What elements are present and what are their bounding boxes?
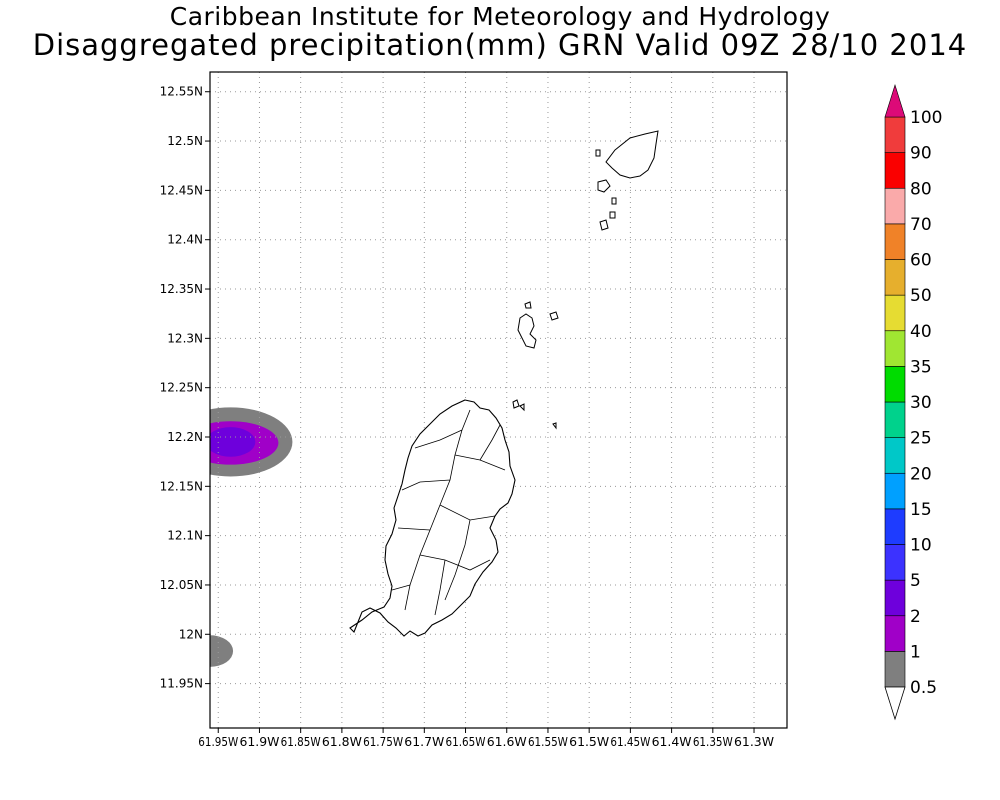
lon-tick-label: 61.3W <box>734 735 774 749</box>
lat-tick-label: 12.1N <box>167 529 203 543</box>
grenada-parish-boundaries <box>391 409 506 616</box>
islet <box>552 422 557 430</box>
colorbar-label: 5 <box>910 571 921 591</box>
colorbar-label: 15 <box>910 500 932 520</box>
lat-tick-label: 12.55N <box>160 85 203 99</box>
colorbar-label: 80 <box>910 179 932 199</box>
carriacou-islands <box>512 301 559 430</box>
chart-title: Caribbean Institute for Meteorology and … <box>169 2 831 31</box>
colorbar-swatch <box>884 116 906 153</box>
colorbar-swatch <box>884 651 906 688</box>
graticule <box>210 72 787 728</box>
colorbar-swatch <box>884 615 906 652</box>
islet <box>549 311 559 321</box>
land-layer <box>349 399 516 637</box>
lat-tick-label: 12.45N <box>160 183 203 197</box>
colorbar-label: 20 <box>910 464 932 484</box>
lon-tick-label: 61.6W <box>487 735 527 749</box>
colorbar-swatch <box>884 366 906 403</box>
colorbar-top-arrow <box>884 83 906 118</box>
colorbar-swatch <box>884 579 906 617</box>
lon-tick-label: 61.95W <box>198 735 238 749</box>
islet <box>599 219 609 231</box>
colorbar-label: 2 <box>910 607 921 627</box>
colorbar-label: 90 <box>910 144 932 164</box>
colorbar-bottom-arrow <box>884 686 906 721</box>
colorbar-swatch <box>884 508 906 545</box>
colorbar-label: 25 <box>910 429 932 449</box>
grenada-main-island <box>349 399 516 637</box>
lon-tick-label: 61.55W <box>528 735 568 749</box>
precipitation-layer <box>210 407 293 667</box>
colorbar-label: 1 <box>910 642 921 662</box>
islet <box>519 403 525 412</box>
colorbar-swatch <box>884 259 906 296</box>
chart-subtitle: Disaggregated precipitation(mm) GRN Vali… <box>32 28 968 62</box>
colorbar-label: 100 <box>910 108 942 128</box>
colorbar-swatch <box>884 330 906 367</box>
colorbar-swatch <box>884 294 906 332</box>
lat-tick-label: 12N <box>179 627 203 641</box>
union-island <box>605 130 659 179</box>
precip-area-1mm <box>210 635 234 667</box>
lon-tick-label: 61.85W <box>281 735 321 749</box>
axis-labels: 12.55N 12.5N 12.45N 12.4N 12.35N 12.3N 12.25N 1… <box>160 85 775 749</box>
carriacou-island <box>517 313 537 349</box>
colorbar-swatch <box>884 152 906 189</box>
lat-tick-label: 12.5N <box>167 134 203 148</box>
islet <box>609 211 616 219</box>
colorbar-swatch <box>884 544 906 581</box>
colorbar-label: 60 <box>910 251 932 271</box>
islet <box>595 149 601 157</box>
islet <box>512 399 520 409</box>
precip-area-5mm <box>210 427 256 457</box>
lat-tick-label: 12.4N <box>167 233 203 247</box>
colorbar-label: 50 <box>910 286 932 306</box>
colorbar-swatch <box>884 437 906 474</box>
colorbar-label: 70 <box>910 215 932 235</box>
lon-tick-label: 61.9W <box>239 735 279 749</box>
lon-tick-label: 61.65W <box>446 735 486 749</box>
colorbar-swatch <box>884 223 906 260</box>
colorbar-label: 10 <box>910 536 932 556</box>
lat-tick-label: 12.15N <box>160 479 203 493</box>
lat-tick-label: 11.95N <box>160 677 203 691</box>
lon-tick-label: 61.35W <box>693 735 733 749</box>
lon-tick-label: 61.5W <box>569 735 609 749</box>
lat-tick-label: 12.2N <box>167 430 203 444</box>
lon-tick-label: 61.7W <box>404 735 444 749</box>
colorbar-swatch <box>884 187 906 225</box>
islet <box>611 197 617 205</box>
lon-tick-label: 61.75W <box>363 735 403 749</box>
islet <box>524 301 532 309</box>
map-frame <box>209 71 788 729</box>
islet <box>597 179 611 193</box>
colorbar-swatch <box>884 401 906 438</box>
lat-tick-label: 12.05N <box>160 578 203 592</box>
lon-tick-label: 61.4W <box>652 735 692 749</box>
lon-tick-label: 61.45W <box>610 735 650 749</box>
colorbar-label: 40 <box>910 322 932 342</box>
lon-tick-label: 61.8W <box>322 735 362 749</box>
northern-islands <box>595 130 659 231</box>
lat-tick-label: 12.3N <box>167 331 203 345</box>
colorbar-label: 35 <box>910 357 932 377</box>
lat-tick-label: 12.25N <box>160 381 203 395</box>
colorbar-label: 30 <box>910 393 932 413</box>
colorbar-label: 0.5 <box>910 678 937 698</box>
lat-tick-label: 12.35N <box>160 282 203 296</box>
colorbar-swatch <box>884 472 906 510</box>
